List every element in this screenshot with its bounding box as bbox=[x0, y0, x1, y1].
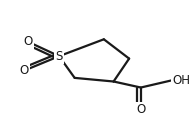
Text: O: O bbox=[23, 35, 33, 48]
Text: O: O bbox=[19, 64, 29, 77]
Text: O: O bbox=[136, 103, 145, 116]
Text: S: S bbox=[55, 50, 63, 63]
Text: OH: OH bbox=[172, 74, 190, 87]
